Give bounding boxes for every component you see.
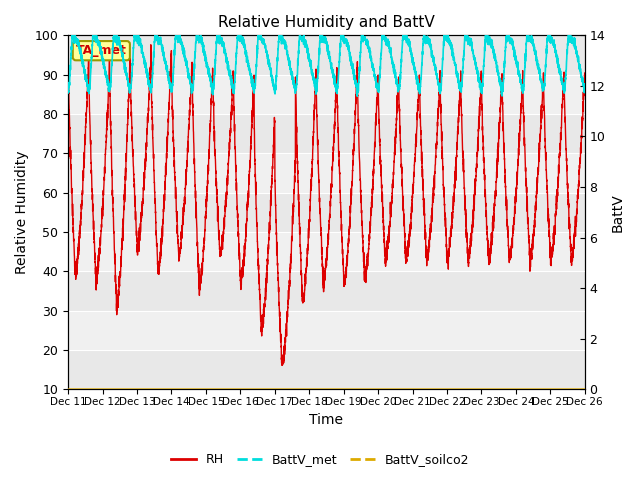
Bar [68,232,585,271]
Y-axis label: Relative Humidity: Relative Humidity [15,151,29,274]
X-axis label: Time: Time [309,413,344,427]
Bar [68,75,585,114]
Text: TA_met: TA_met [76,44,127,57]
Bar [68,311,585,350]
Title: Relative Humidity and BattV: Relative Humidity and BattV [218,15,435,30]
Bar [68,350,585,389]
Y-axis label: BattV: BattV [611,193,625,232]
Legend: RH, BattV_met, BattV_soilco2: RH, BattV_met, BattV_soilco2 [166,448,474,471]
Bar [68,114,585,153]
Bar [68,36,585,75]
Bar [68,153,585,192]
Bar [68,192,585,232]
Bar [68,271,585,311]
